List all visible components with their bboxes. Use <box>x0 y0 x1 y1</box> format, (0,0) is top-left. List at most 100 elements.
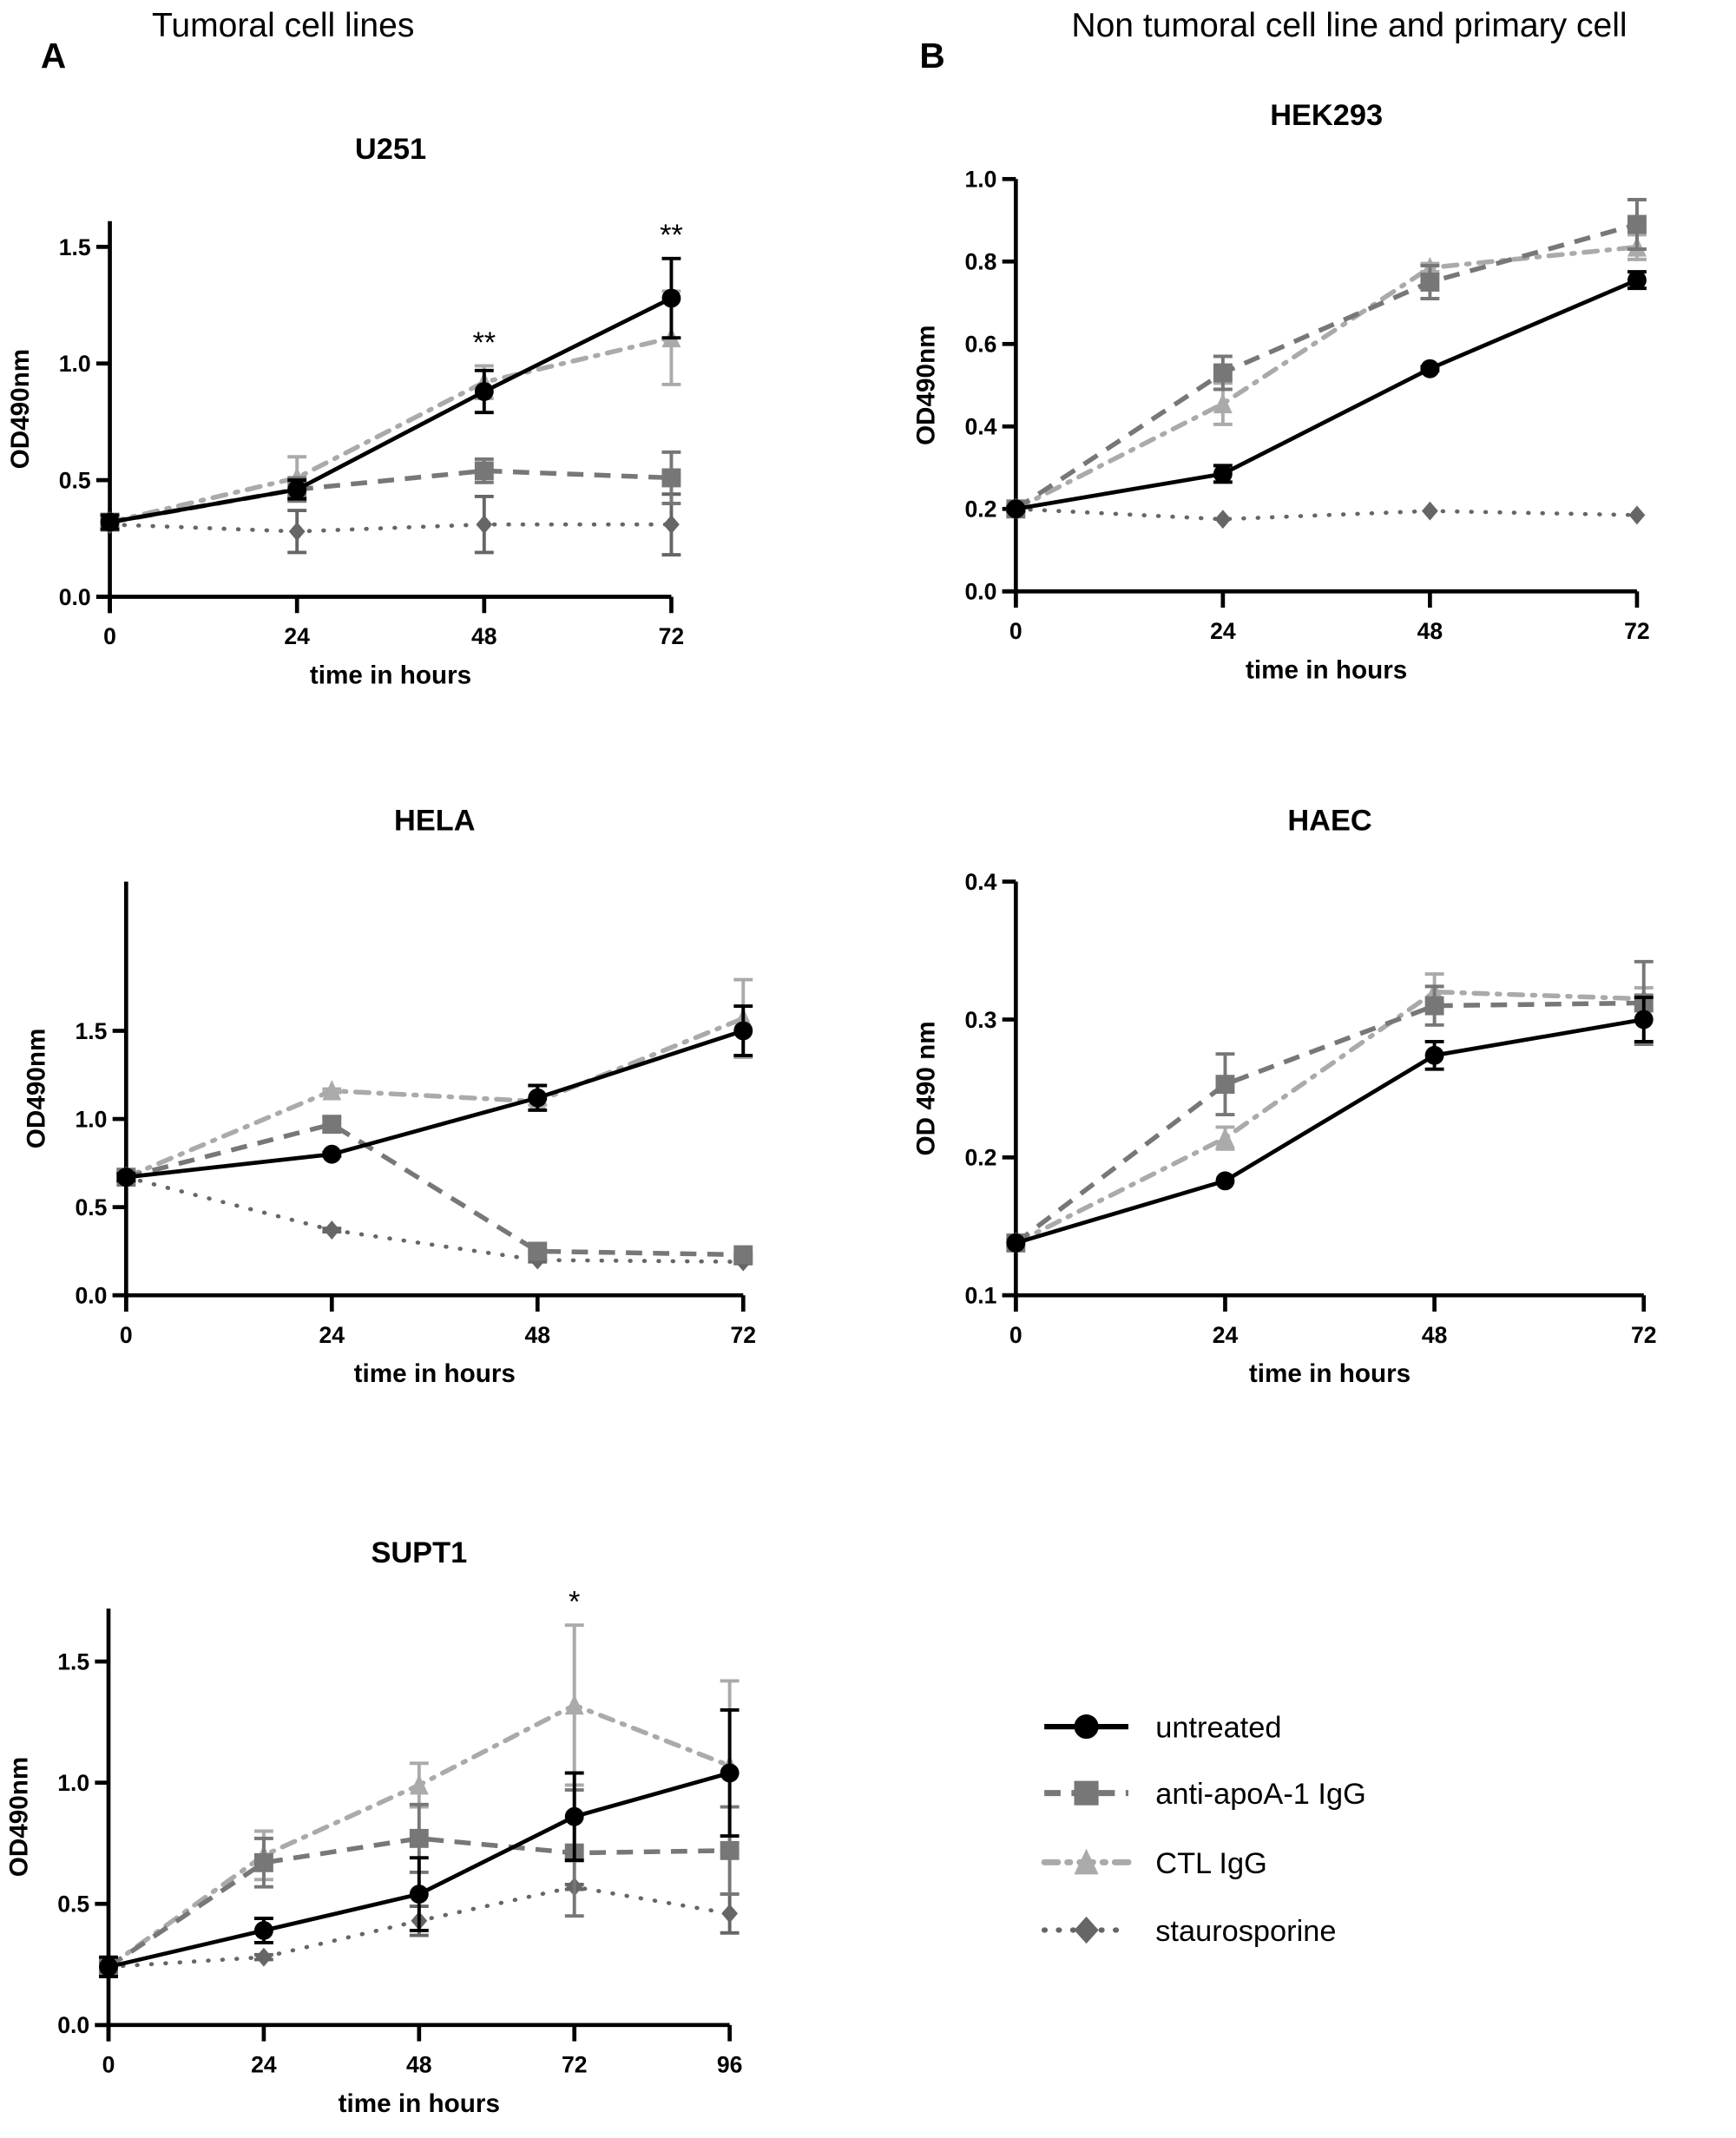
data-point <box>1213 363 1233 383</box>
data-point <box>720 1840 740 1860</box>
chart-hek293: HEK293 0 24 48 72 0.0 0.2 0.4 0.6 0.8 1.0 time in h… <box>912 99 1650 684</box>
legend: untreated anti-apoA-1 IgG CTL IgG stauro… <box>1041 1712 1366 1948</box>
data-point <box>474 382 494 401</box>
data-point <box>323 1220 340 1240</box>
series-anti-apoa-1-igg <box>1006 198 1647 519</box>
series-anti-apoa-1-igg <box>1006 959 1654 1253</box>
x-axis-label: time in hours <box>1249 1359 1410 1388</box>
series-ctl-igg <box>1006 233 1647 519</box>
y-tick-label: 1.5 <box>57 1648 89 1674</box>
data-point <box>1213 392 1233 414</box>
legend-marker-triangle <box>1074 1848 1099 1875</box>
y-tick-label: 0.2 <box>965 497 997 523</box>
x-axis-label: time in hours <box>339 2089 500 2118</box>
y-tick-label: 1.0 <box>59 351 91 377</box>
series-untreated <box>1006 270 1647 519</box>
data-point <box>1215 1171 1235 1191</box>
x-tick-label: 72 <box>562 2052 588 2078</box>
y-tick-label: 1.0 <box>965 167 997 193</box>
chart-title: HEK293 <box>1270 99 1383 132</box>
series-line <box>1015 278 1638 511</box>
x-tick-label: 72 <box>1631 1322 1657 1348</box>
x-tick-label: 72 <box>659 623 685 649</box>
data-point <box>1006 1233 1026 1253</box>
series-untreated <box>116 1004 753 1187</box>
legend-marker-square <box>1074 1780 1099 1806</box>
legend-marker-circle <box>1074 1714 1099 1740</box>
data-point <box>661 468 681 488</box>
chart-title: HAEC <box>1287 804 1371 837</box>
series-line <box>1015 1017 1645 1246</box>
data-point <box>1213 464 1233 484</box>
x-axis-label: time in hours <box>310 661 471 690</box>
legend-label-ctl-igg: CTL IgG <box>1155 1847 1267 1880</box>
x-tick-label: 48 <box>471 623 497 649</box>
data-point <box>1214 510 1232 530</box>
y-tick-label: 1.5 <box>59 234 91 260</box>
data-point <box>528 1241 548 1261</box>
x-tick-label: 72 <box>730 1322 756 1348</box>
y-tick-label: 0.0 <box>59 584 91 610</box>
data-point <box>409 1773 429 1795</box>
x-axis-label: time in hours <box>354 1359 516 1388</box>
chart-hela: HELA 0 24 48 72 0.0 0.5 1.0 1.5 time in hours OD49… <box>23 804 756 1388</box>
y-axis-label: OD 490 nm <box>912 1021 941 1155</box>
series-ctl-igg <box>100 289 681 532</box>
series-untreated <box>1006 996 1654 1253</box>
data-point <box>721 1904 738 1924</box>
data-point <box>409 1828 429 1848</box>
y-tick-label: 0.4 <box>965 869 997 895</box>
legend-marker-diamond <box>1074 1916 1099 1944</box>
panel-label-a: A <box>41 36 66 76</box>
series-ctl-igg <box>1006 972 1654 1253</box>
y-tick-label: 0.3 <box>965 1007 997 1033</box>
data-point <box>409 1885 429 1904</box>
series-line <box>108 522 674 534</box>
header-tumoral: Tumoral cell lines <box>152 7 414 44</box>
series-anti-apoa-1-igg <box>116 1115 753 1265</box>
x-tick-label: 0 <box>103 623 116 649</box>
y-tick-label: 0.4 <box>965 414 997 440</box>
series-line <box>107 335 674 525</box>
data-point <box>474 461 494 481</box>
x-axis-label: time in hours <box>1246 655 1407 684</box>
y-tick-label: 0.5 <box>76 1194 108 1220</box>
y-tick-label: 0.0 <box>965 579 997 605</box>
x-tick-label: 48 <box>525 1322 551 1348</box>
series-line <box>107 1836 730 1970</box>
legend-label-untreated: untreated <box>1155 1712 1281 1745</box>
significance-marker: ** <box>660 219 683 252</box>
data-point <box>564 1694 584 1715</box>
series-line <box>1013 506 1640 522</box>
series-line <box>1014 1000 1644 1246</box>
y-axis-label: OD490nm <box>912 326 941 446</box>
data-point <box>1424 996 1444 1016</box>
y-tick-label: 1.0 <box>76 1106 108 1132</box>
chart-title: HELA <box>394 804 476 837</box>
chart-haec: HAEC 0 24 48 72 0.1 0.2 0.3 0.4 time in hours OD 4… <box>912 804 1657 1388</box>
legend-label-anti-apoa1: anti-apoA-1 IgG <box>1155 1778 1366 1811</box>
series-untreated <box>100 256 681 532</box>
y-tick-label: 0.8 <box>965 249 997 275</box>
data-point <box>100 512 120 532</box>
y-tick-label: 1.5 <box>76 1018 108 1044</box>
data-point <box>1006 499 1026 519</box>
x-tick-label: 0 <box>1009 1322 1023 1348</box>
panel-label-b: B <box>919 36 944 76</box>
series-line <box>1013 244 1640 511</box>
x-tick-label: 24 <box>1210 618 1236 644</box>
series-line <box>126 1029 744 1180</box>
y-tick-label: 0.5 <box>57 1891 89 1918</box>
y-axis-label: OD490nm <box>6 349 35 470</box>
x-tick-label: 24 <box>251 2052 277 2078</box>
significance-marker: * <box>569 1586 580 1619</box>
series-line <box>109 296 673 524</box>
series-anti-apoa-1-igg <box>100 450 681 532</box>
data-point <box>99 1957 118 1977</box>
data-point <box>1215 1127 1235 1148</box>
y-tick-label: 0.0 <box>76 1283 108 1309</box>
y-axis-label: OD490nm <box>4 1757 33 1878</box>
series-untreated <box>99 1707 740 1978</box>
series-line <box>109 468 672 525</box>
data-point <box>1424 1045 1444 1065</box>
